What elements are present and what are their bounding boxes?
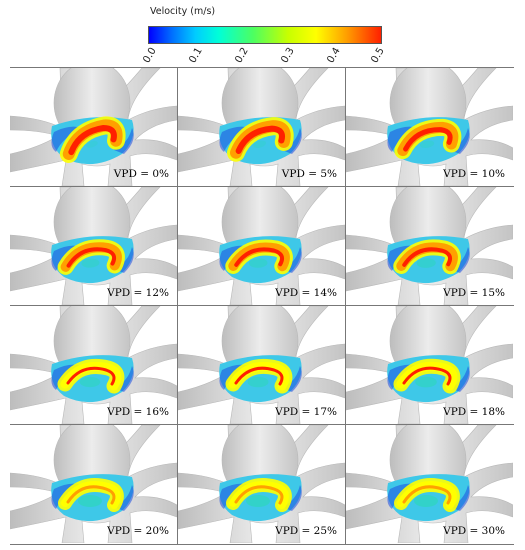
vessel-velocity-contour [10,187,177,305]
vessel-velocity-contour [346,68,513,186]
vessel-velocity-contour [346,187,513,305]
panel-label: VPD = 5% [281,168,337,180]
grid-divider [345,68,346,544]
panel-vpd-12: VPD = 12% [10,187,177,305]
vessel-velocity-contour [10,425,177,543]
panel-vpd-5: VPD = 5% [178,68,345,186]
vessel-velocity-contour [178,68,345,186]
colorbar-tick: 0.3 [279,45,297,66]
panel-label: VPD = 14% [275,287,337,299]
vessel-velocity-contour [346,425,513,543]
colorbar-tick: 0.4 [325,45,343,66]
panel-label: VPD = 25% [275,525,337,537]
colorbar-tick: 0.2 [233,45,251,66]
panel-label: VPD = 16% [107,406,169,418]
colorbar-tick: 0.1 [187,45,205,66]
vessel-velocity-contour [178,187,345,305]
colorbar-tick: 0.0 [141,45,159,66]
panel-label: VPD = 18% [443,406,505,418]
panel-label: VPD = 0% [113,168,169,180]
grid-divider [10,305,514,306]
vessel-velocity-contour [10,68,177,186]
panel-label: VPD = 10% [443,168,505,180]
panel-label: VPD = 30% [443,525,505,537]
grid-divider [177,68,178,544]
panel-vpd-20: VPD = 20% [10,425,177,543]
panel-label: VPD = 12% [107,287,169,299]
panel-vpd-25: VPD = 25% [178,425,345,543]
panel-vpd-16: VPD = 16% [10,306,177,424]
grid-divider [10,186,514,187]
vessel-velocity-contour [178,425,345,543]
velocity-colorbar: Velocity (m/s) 0.0 0.1 0.2 0.3 0.4 0.5 [0,0,525,66]
panel-vpd-30: VPD = 30% [346,425,513,543]
vessel-velocity-contour [178,306,345,424]
vessel-velocity-contour [10,306,177,424]
panel-label: VPD = 17% [275,406,337,418]
panel-vpd-0: VPD = 0% [10,68,177,186]
grid-divider [10,424,514,425]
vessel-velocity-contour [346,306,513,424]
colorbar-gradient [148,26,382,44]
panel-vpd-10: VPD = 10% [346,68,513,186]
panel-label: VPD = 20% [107,525,169,537]
panel-vpd-17: VPD = 17% [178,306,345,424]
panel-vpd-15: VPD = 15% [346,187,513,305]
simulation-panel-grid: VPD = 0% VPD = 5% [10,67,514,545]
colorbar-tick: 0.5 [369,45,387,66]
colorbar-title: Velocity (m/s) [150,6,216,17]
panel-vpd-18: VPD = 18% [346,306,513,424]
panel-vpd-14: VPD = 14% [178,187,345,305]
panel-label: VPD = 15% [443,287,505,299]
